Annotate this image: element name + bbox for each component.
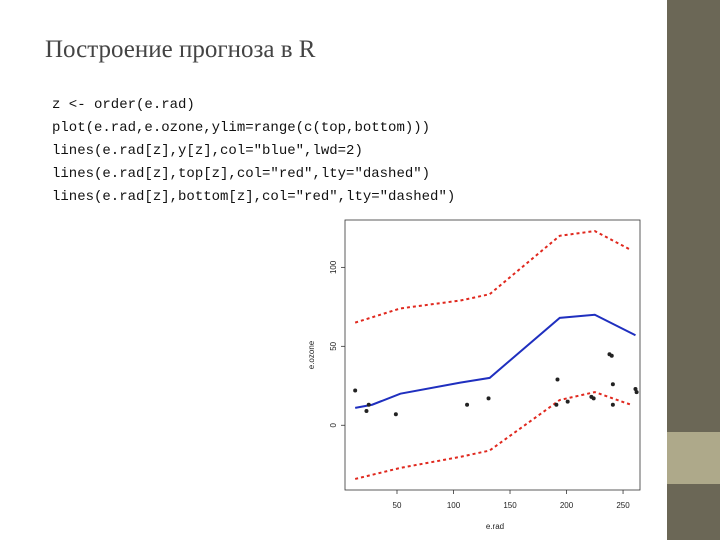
data-point [610,382,615,387]
side-accent [667,432,720,484]
plot-frame [344,219,641,491]
slide-title: Построение прогноза в R [45,36,316,63]
data-point [591,396,596,401]
series-line [354,313,636,409]
series-line [354,230,632,324]
data-point [366,402,371,407]
x-axis-label: e.rad [486,522,504,531]
y-tick-label: 100 [329,260,338,274]
series-line [354,391,632,480]
data-point [465,402,470,407]
code-line: lines(e.rad[z],bottom[z],col="red",lty="… [52,189,456,205]
x-tick-label: 250 [616,501,630,510]
data-point [555,377,560,382]
x-tick-label: 150 [503,501,517,510]
data-point [486,396,491,401]
code-line: z <- order(e.rad) [52,97,195,113]
code-block: z <- order(e.rad) plot(e.rad,e.ozone,ylim… [52,94,455,209]
data-point [364,409,369,414]
data-point [633,386,638,391]
code-line: lines(e.rad[z],y[z],col="blue",lwd=2) [52,143,363,159]
y-tick-label: 0 [329,422,338,427]
data-point [393,412,398,417]
data-point [634,390,639,395]
data-point [565,399,570,404]
data-point [554,402,559,407]
code-line: plot(e.rad,e.ozone,ylim=range(c(top,bott… [52,120,431,136]
data-point [353,388,358,393]
x-tick-label: 100 [447,501,461,510]
y-tick-label: 50 [329,341,338,350]
x-tick-label: 50 [393,501,402,510]
x-tick-label: 200 [560,501,574,510]
data-point [610,402,615,407]
y-axis-label: e.ozone [307,340,316,369]
data-point [607,352,612,357]
code-line: lines(e.rad[z],top[z],col="red",lty="das… [52,166,431,182]
